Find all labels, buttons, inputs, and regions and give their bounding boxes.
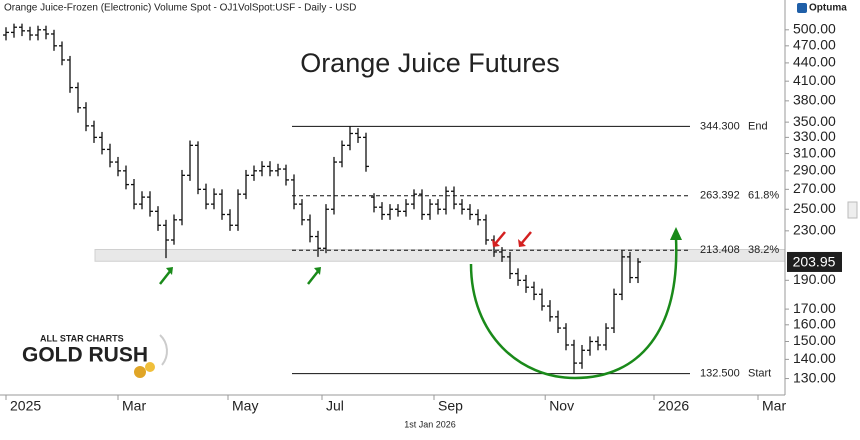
bars-layer [3,23,641,374]
y-tick-label: 160.00 [793,316,836,332]
y-tick-label: 330.00 [793,128,836,144]
red-arrow [520,231,532,245]
y-tick-label: 380.00 [793,92,836,108]
watermark: ALL STAR CHARTS GOLD RUSH [22,333,168,378]
coin [134,366,146,378]
y-tick-label: 470.00 [793,37,836,53]
scroll-button[interactable] [847,201,858,219]
x-tick-label: Mar [762,398,786,414]
y-tick-label: 500.00 [793,21,836,37]
level-name: 61.8% [748,190,779,202]
arrow-head [518,239,526,247]
watermark-main: GOLD RUSH [22,344,148,367]
green-arrow [159,269,172,285]
rounding-bottom-arc [469,237,678,380]
x-tick-label: Jul [326,398,344,414]
last-price-box [787,251,842,272]
brand-logo: Optuma [797,3,847,14]
x-tick-label: 2026 [658,398,689,414]
arrow-head [166,267,173,275]
y-tick-label: 170.00 [793,300,836,316]
y-tick-label: 140.00 [793,350,836,366]
arrow-head [314,267,321,275]
level-value: 132.500 [700,368,740,380]
y-tick-label: 150.00 [793,332,836,348]
y-tick-label: 250.00 [793,200,836,216]
brand-icon [797,3,807,13]
level-name: End [748,120,768,132]
red-arrow [494,231,506,245]
x-tick-label: Sep [438,398,463,414]
y-tick-label: 130.00 [793,369,836,385]
level-name: 38.2% [748,244,779,256]
x-tick-label: 2025 [10,398,41,414]
under-layer: 344.300 End 263.392 61.8% 213.408 38.2% 132.50… [94,120,786,380]
y-tick-label: 190.00 [793,271,836,287]
y-tick-label: 270.00 [793,180,836,196]
watermark-arc [159,334,168,366]
green-arrow [307,269,320,285]
y-tick-label: 310.00 [793,144,836,160]
x-tick-label: Mar [122,398,146,414]
x-tick-label: May [232,398,258,414]
header: Orange Juice-Frozen (Electronic) Volume … [4,3,356,14]
y-tick-label: 440.00 [793,54,836,70]
annotations [159,227,682,380]
level-value: 213.408 [700,244,740,256]
arrow-head [670,227,682,240]
level-value: 263.392 [700,190,740,202]
cursor-date: 1st Jan 2026 [404,419,456,429]
level-value: 344.300 [700,120,740,132]
y-tick-label: 410.00 [793,72,836,88]
y-tick-label: 290.00 [793,162,836,178]
x-tick-label: Nov [549,398,574,414]
arrow-head [492,239,500,247]
y-tick-label: 230.00 [793,222,836,238]
last-price-label: 203.95 [793,254,836,270]
chart-title: Orange Juice Futures [300,48,560,78]
level-name: Start [748,368,771,380]
support-zone [94,249,786,262]
brand-name: Optuma [809,3,847,14]
coin [145,362,155,372]
y-tick-label: 350.00 [793,113,836,129]
watermark-top: ALL STAR CHARTS [40,333,124,343]
